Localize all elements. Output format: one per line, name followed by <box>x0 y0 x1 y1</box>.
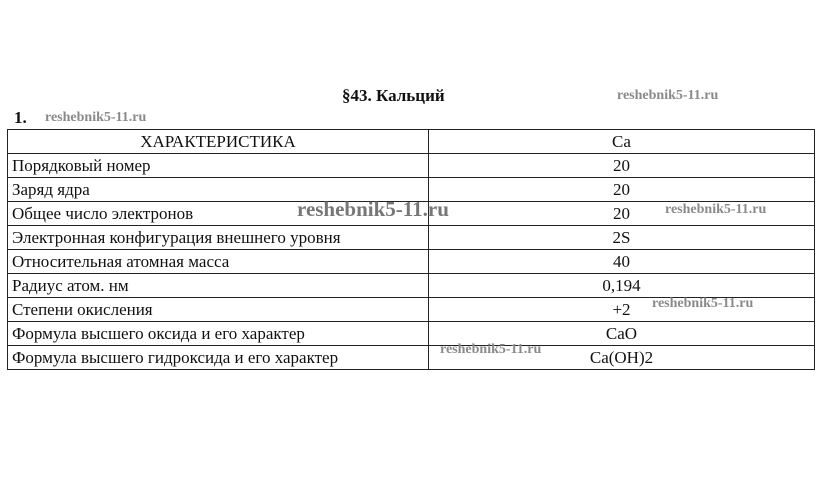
header-cell: Ca <box>428 129 815 154</box>
property-cell: Относительная атомная масса <box>7 249 429 274</box>
table-row: Электронная конфигурация внешнего уровня… <box>7 225 815 250</box>
value-cell: 0,194 <box>428 273 815 298</box>
table-header-row: ХАРАКТЕРИСТИКА Ca <box>7 129 815 154</box>
value-cell: 20 <box>428 201 815 226</box>
table-row: Формула высшего гидроксида и его характе… <box>7 345 815 370</box>
property-cell: Степени окисления <box>7 297 429 322</box>
value-cell: 2S <box>428 225 815 250</box>
table-row: Порядковый номер 20 <box>7 153 815 178</box>
property-cell: Порядковый номер <box>7 153 429 178</box>
property-cell: Электронная конфигурация внешнего уровня <box>7 225 429 250</box>
value-cell: +2 <box>428 297 815 322</box>
property-cell: Радиус атом. нм <box>7 273 429 298</box>
watermark: reshebnik5-11.ru <box>297 197 449 221</box>
property-cell: Формула высшего гидроксида и его характе… <box>7 345 429 370</box>
task-number: 1. <box>14 108 27 127</box>
property-cell: Формула высшего оксида и его характер <box>7 321 429 346</box>
watermark: reshebnik5-11.ru <box>652 296 754 311</box>
watermark: reshebnik5-11.ru <box>45 110 147 125</box>
table-row: Степени окисления +2 <box>7 297 815 322</box>
value-cell: Ca(OH)2 <box>428 345 815 370</box>
watermark: reshebnik5-11.ru <box>617 88 719 103</box>
value-cell: 20 <box>428 177 815 202</box>
table-row: Общее число электронов 20 <box>7 201 815 226</box>
header-cell: ХАРАКТЕРИСТИКА <box>7 129 429 154</box>
characteristics-table: ХАРАКТЕРИСТИКА Ca Порядковый номер 20 Заря… <box>7 129 815 370</box>
property-cell: Заряд ядра <box>7 177 429 202</box>
table-row: Относительная атомная масса 40 <box>7 249 815 274</box>
table-row: Радиус атом. нм 0,194 <box>7 273 815 298</box>
watermark: reshebnik5-11.ru <box>440 342 542 357</box>
value-cell: 20 <box>428 153 815 178</box>
value-cell: 40 <box>428 249 815 274</box>
value-cell: CaO <box>428 321 815 346</box>
table-row: Формула высшего оксида и его характер CaO <box>7 321 815 346</box>
page-title: §43. Кальций <box>342 86 445 105</box>
table-row: Заряд ядра 20 <box>7 177 815 202</box>
watermark: reshebnik5-11.ru <box>665 202 767 217</box>
